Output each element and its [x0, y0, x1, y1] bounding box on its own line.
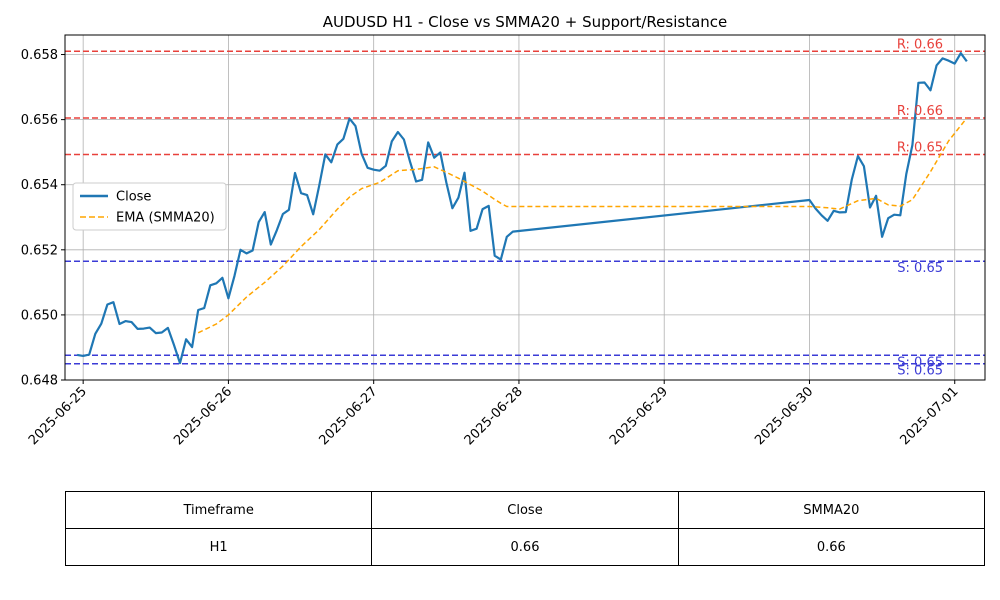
- support-label: S: 0.65: [897, 261, 943, 276]
- table-cell: H1: [64, 528, 373, 566]
- legend-label-close: Close: [116, 190, 151, 205]
- x-tick-label: 2025-06-25: [26, 384, 90, 448]
- summary-table: Timeframe Close SMMA20 H1 0.66 0.66: [64, 491, 986, 566]
- chart-title: AUDUSD H1 - Close vs SMMA20 + Support/Re…: [323, 13, 728, 31]
- y-tick-label: 0.648: [21, 374, 58, 389]
- y-tick-label: 0.650: [21, 308, 58, 323]
- legend: Close EMA (SMMA20): [72, 182, 227, 231]
- table-cell: 0.66: [677, 528, 986, 566]
- resistance-label: R: 0.66: [897, 37, 943, 52]
- x-tick-label: 2025-06-29: [607, 384, 671, 448]
- plot-frame: [64, 34, 986, 381]
- table-header-cell: SMMA20: [677, 491, 986, 529]
- axes: 0.648 0.650 0.652 0.654 0.656 0.658 2025-06-25…: [21, 48, 962, 448]
- y-tick-label: 0.656: [21, 113, 58, 128]
- smma20-series-line: [197, 117, 968, 334]
- y-tick-label: 0.658: [21, 48, 58, 63]
- support-label: S: 0.65: [897, 355, 943, 370]
- support-label: S: 0.65: [897, 364, 943, 379]
- table-row: H1 0.66 0.66: [64, 528, 986, 566]
- y-tick-label: 0.652: [21, 243, 58, 258]
- support-resistance-lines: [65, 50, 985, 365]
- table-header-cell: Timeframe: [64, 491, 373, 529]
- x-tick-label: 2025-06-27: [316, 384, 380, 448]
- x-tick-label: 2025-06-30: [752, 384, 816, 448]
- resistance-label: R: 0.66: [897, 104, 943, 119]
- level-labels: R: 0.66R: 0.66R: 0.65S: 0.65S: 0.65S: 0.…: [897, 37, 943, 378]
- resistance-label: R: 0.65: [897, 140, 943, 155]
- table-cell: 0.66: [371, 528, 679, 566]
- legend-box: [72, 182, 227, 231]
- x-tick-label: 2025-06-26: [171, 384, 235, 448]
- table-header-row: Timeframe Close SMMA20: [64, 491, 986, 529]
- legend-label-smma20: EMA (SMMA20): [116, 211, 215, 226]
- close-series-line: [76, 52, 968, 365]
- x-tick-label: 2025-06-28: [462, 384, 526, 448]
- table-header-cell: Close: [371, 491, 679, 529]
- series-lines: [76, 52, 968, 365]
- y-tick-label: 0.654: [21, 178, 58, 193]
- x-tick-label: 2025-07-01: [898, 384, 962, 448]
